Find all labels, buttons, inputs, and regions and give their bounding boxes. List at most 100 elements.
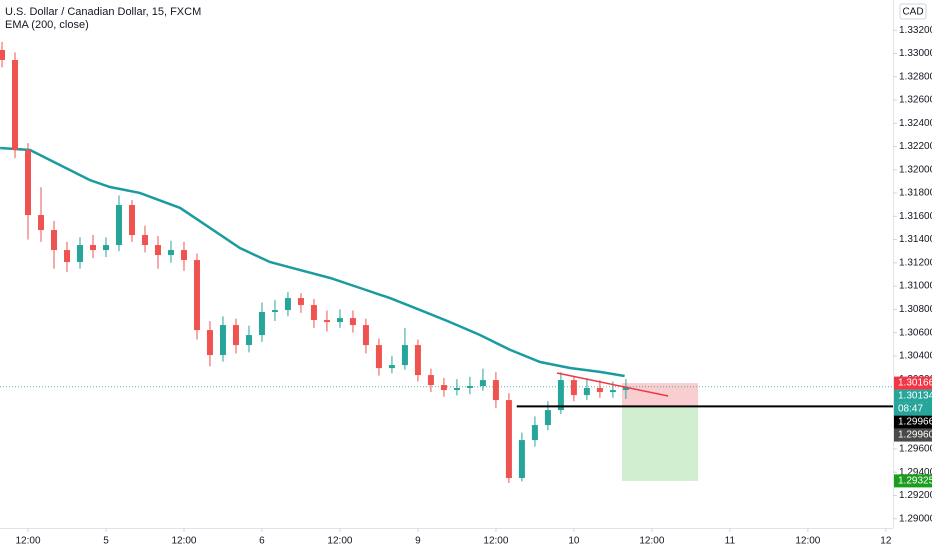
candle-body <box>51 230 58 251</box>
y-tick-label: 1.29200 <box>899 490 932 501</box>
price-label-box <box>894 389 932 403</box>
candle-body <box>414 345 421 376</box>
candle-body <box>219 325 226 356</box>
x-tick-label: 9 <box>415 536 421 547</box>
candle-body <box>323 320 330 323</box>
chart-title: U.S. Dollar / Canadian Dollar, 15, FXCM <box>5 6 201 18</box>
ema-line <box>0 146 625 378</box>
y-tick-label: 1.30400 <box>899 351 932 362</box>
candle-body <box>622 386 629 391</box>
candle-body <box>557 380 564 411</box>
candle-body <box>570 380 577 396</box>
candle-body <box>0 50 6 61</box>
currency[interactable]: CAD <box>902 7 923 18</box>
candle-body <box>310 305 317 321</box>
indicator-name: EMA (200, close) <box>5 19 89 31</box>
x-tick-label: 10 <box>568 536 580 547</box>
candle-body <box>12 60 19 151</box>
price-label-box <box>894 402 932 416</box>
candle-body <box>453 387 460 391</box>
candle-body <box>349 318 356 326</box>
candle-body <box>336 318 343 323</box>
target-zone <box>622 406 699 481</box>
candle-body <box>479 380 486 386</box>
candle-body <box>102 245 109 251</box>
candle-body <box>427 375 434 386</box>
y-tick-label: 1.32400 <box>899 118 932 129</box>
candle-body <box>271 310 278 313</box>
candle-body <box>297 298 304 306</box>
currency-box[interactable] <box>899 3 927 20</box>
x-tick-label: 12:00 <box>795 536 820 547</box>
y-tick-label: 1.32200 <box>899 141 932 152</box>
candle-body <box>505 400 512 478</box>
y-tick-label: 1.30600 <box>899 327 932 338</box>
y-tick-label: 1.29400 <box>899 467 932 478</box>
candle-body <box>518 440 525 478</box>
y-tick-label: 1.29600 <box>899 444 932 455</box>
price-label: 08:47 <box>898 404 923 415</box>
candle-body <box>64 250 71 263</box>
candle-body <box>245 335 252 346</box>
candle-body <box>531 425 538 441</box>
y-tick-label: 1.33000 <box>899 48 932 59</box>
candle-body <box>167 250 174 256</box>
x-tick-label: 12:00 <box>15 536 40 547</box>
y-tick-label: 1.29000 <box>899 513 932 524</box>
y-tick-label: 1.31600 <box>899 211 932 222</box>
x-tick-label: 5 <box>103 536 109 547</box>
candle-body <box>115 205 122 246</box>
candle-body <box>193 260 200 331</box>
candle-body <box>388 365 395 369</box>
candle-body <box>258 312 265 336</box>
x-tick-label: 12:00 <box>327 536 352 547</box>
candle-body <box>154 245 161 256</box>
price-label: 1.30134 <box>898 391 932 402</box>
candle-body <box>141 235 148 246</box>
price-label: 1.29325 <box>898 476 932 487</box>
candle-body <box>401 345 408 366</box>
y-tick-label: 1.31800 <box>899 188 932 199</box>
price-label: 1.29960 <box>898 430 932 441</box>
y-tick-label: 1.31400 <box>899 234 932 245</box>
x-tick-label: 12:00 <box>483 536 508 547</box>
candle-body <box>38 215 45 231</box>
candle-body <box>232 325 239 346</box>
y-tick-label: 1.32600 <box>899 95 932 106</box>
y-tick-label: 1.31000 <box>899 281 932 292</box>
y-tick-label: 1.33200 <box>899 25 932 36</box>
candle-body <box>206 330 213 356</box>
x-tick-label: 12:00 <box>639 536 664 547</box>
candle-body <box>180 250 187 261</box>
y-tick-label: 1.30800 <box>899 304 932 315</box>
y-tick-label: 1.31200 <box>899 257 932 268</box>
candle-body <box>492 380 499 401</box>
price-label-box <box>894 376 932 390</box>
x-tick-label: 11 <box>725 536 736 547</box>
candle-body <box>375 345 382 369</box>
x-tick-label: 12:00 <box>171 536 196 547</box>
y-tick-label: 1.32800 <box>899 71 932 82</box>
candle-body <box>440 385 447 391</box>
x-tick-label: 12 <box>880 536 892 547</box>
candle-body <box>284 298 291 311</box>
candle-body <box>544 410 551 426</box>
x-tick-label: 6 <box>259 536 265 547</box>
candle-body <box>128 205 135 236</box>
trendline <box>556 372 669 397</box>
candle-body <box>77 245 84 263</box>
candle-body <box>25 150 32 216</box>
price-label-box <box>894 474 932 488</box>
price-label-box <box>894 415 932 429</box>
candle-body <box>466 385 473 388</box>
candle-body <box>583 387 590 396</box>
candle-body <box>89 245 96 251</box>
price-label: 1.29966 <box>898 417 932 428</box>
candle-body <box>362 325 369 346</box>
candle-body <box>609 390 616 393</box>
price-label-box <box>894 428 932 442</box>
y-tick-label: 1.32000 <box>899 164 932 175</box>
candle-body <box>596 387 603 393</box>
